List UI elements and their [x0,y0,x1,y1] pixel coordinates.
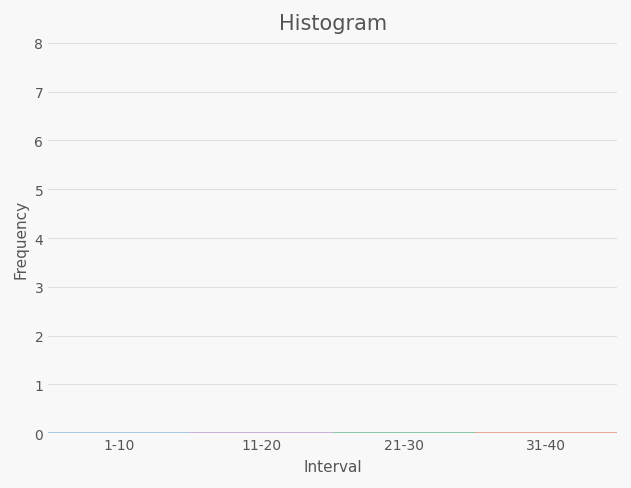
X-axis label: Interval: Interval [304,459,362,474]
Bar [475,432,617,433]
Title: Histogram: Histogram [278,14,387,34]
Bar [48,432,191,433]
Bar [191,432,333,433]
Bar [333,432,475,433]
Y-axis label: Frequency: Frequency [14,199,29,278]
